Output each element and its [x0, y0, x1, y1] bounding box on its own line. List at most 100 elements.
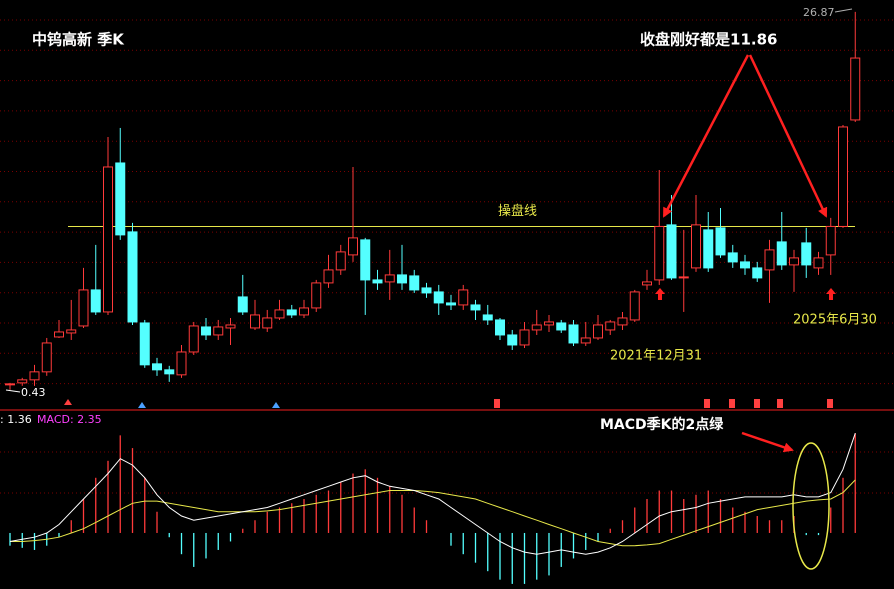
candle-body	[629, 291, 640, 321]
candle-body	[617, 317, 628, 326]
candle-body	[801, 242, 812, 266]
candle-body	[397, 274, 407, 284]
macd-label: : 1.36	[0, 413, 32, 426]
candle-body	[127, 231, 138, 323]
macd-dif-line	[9, 433, 856, 555]
signal-icon	[64, 399, 72, 405]
candle-body	[78, 289, 89, 327]
candle-body	[348, 237, 358, 256]
candle-body	[103, 166, 113, 313]
candle-body	[164, 369, 175, 375]
macd-dea-line	[10, 479, 856, 547]
candle-body	[41, 342, 52, 373]
date-label: 2025年6月30	[793, 313, 877, 328]
candle-body	[531, 324, 542, 331]
max-label: 26.87	[803, 6, 835, 19]
candle-body	[825, 225, 836, 256]
signal-icon	[777, 399, 783, 408]
ops-line-label: 操盘线	[498, 203, 537, 219]
signal-icon	[494, 399, 500, 408]
candle-body	[850, 57, 861, 121]
candle-body	[666, 224, 677, 279]
candle-body	[299, 307, 309, 316]
candle-body	[482, 314, 493, 321]
signal-icon	[138, 402, 146, 408]
candle-body	[360, 239, 371, 281]
signal-icon	[729, 399, 735, 408]
macd-label: MACD: 2.35	[37, 413, 102, 426]
candle-body	[139, 322, 150, 366]
min-label: 0.43	[21, 386, 46, 399]
candle-body	[654, 225, 665, 281]
candle-body	[421, 287, 432, 294]
candle-body	[776, 241, 787, 266]
candle-body	[789, 257, 799, 266]
candle-body	[580, 337, 591, 344]
candle-body	[29, 371, 40, 381]
candle-body	[90, 289, 101, 313]
candle-body	[764, 249, 775, 271]
candle-body	[642, 281, 652, 286]
candle-body	[446, 302, 456, 306]
candle-body	[727, 252, 738, 263]
annotation-arrow	[741, 431, 794, 453]
candle-body	[678, 276, 689, 279]
candle-body	[507, 334, 518, 346]
candle-body	[556, 322, 567, 331]
signal-icon	[704, 399, 710, 408]
candle-body	[458, 289, 469, 306]
candle-body	[66, 329, 77, 334]
candle-body	[752, 267, 763, 279]
signal-arrow	[655, 288, 665, 300]
candle-body	[201, 326, 211, 336]
candle-body	[740, 261, 750, 269]
marks: 操盘线	[5, 11, 861, 584]
candle-body	[115, 162, 126, 236]
candle-body	[250, 314, 260, 329]
candle-body	[813, 257, 824, 269]
annotation-arrow	[748, 54, 828, 218]
candle-body	[605, 321, 616, 331]
candle-body	[311, 282, 322, 309]
signal-icon	[754, 399, 760, 408]
annotation: MACD季K的2点绿	[600, 416, 724, 433]
chart-title: 中钨高新 季K	[32, 31, 125, 49]
candle-body	[593, 324, 603, 339]
candle-body	[188, 325, 199, 353]
candle-body	[433, 291, 444, 304]
min-pointer	[5, 389, 21, 393]
candle-body	[17, 379, 28, 384]
date-label: 2021年12月31	[610, 349, 702, 364]
max-pointer	[834, 8, 853, 13]
candle-body	[495, 319, 505, 336]
candle-body	[335, 251, 346, 271]
candle-body	[323, 269, 334, 284]
candle-body	[568, 324, 579, 344]
signal-arrow	[826, 288, 836, 300]
candle-body	[409, 275, 420, 291]
candle-body	[54, 331, 64, 338]
candle-body	[262, 317, 273, 329]
candle-body	[237, 296, 248, 313]
signal-icon	[272, 402, 280, 408]
signal-icon	[827, 399, 833, 408]
candle-body	[519, 329, 530, 346]
highlight-ellipse	[792, 442, 830, 570]
candle-body	[225, 324, 236, 329]
annotation-arrow	[662, 54, 750, 218]
candle-body	[470, 304, 481, 311]
candle-body	[691, 224, 701, 269]
candle-body	[372, 279, 383, 284]
signal-icons	[64, 399, 833, 408]
candle-body	[838, 126, 848, 227]
candle-body	[213, 326, 224, 336]
candle-body	[715, 227, 726, 256]
candle-body	[544, 321, 554, 326]
candle-body	[384, 274, 395, 283]
candle-body	[703, 229, 714, 269]
annotation: 收盘刚好都是11.86	[640, 31, 777, 49]
candle-body	[274, 309, 285, 319]
